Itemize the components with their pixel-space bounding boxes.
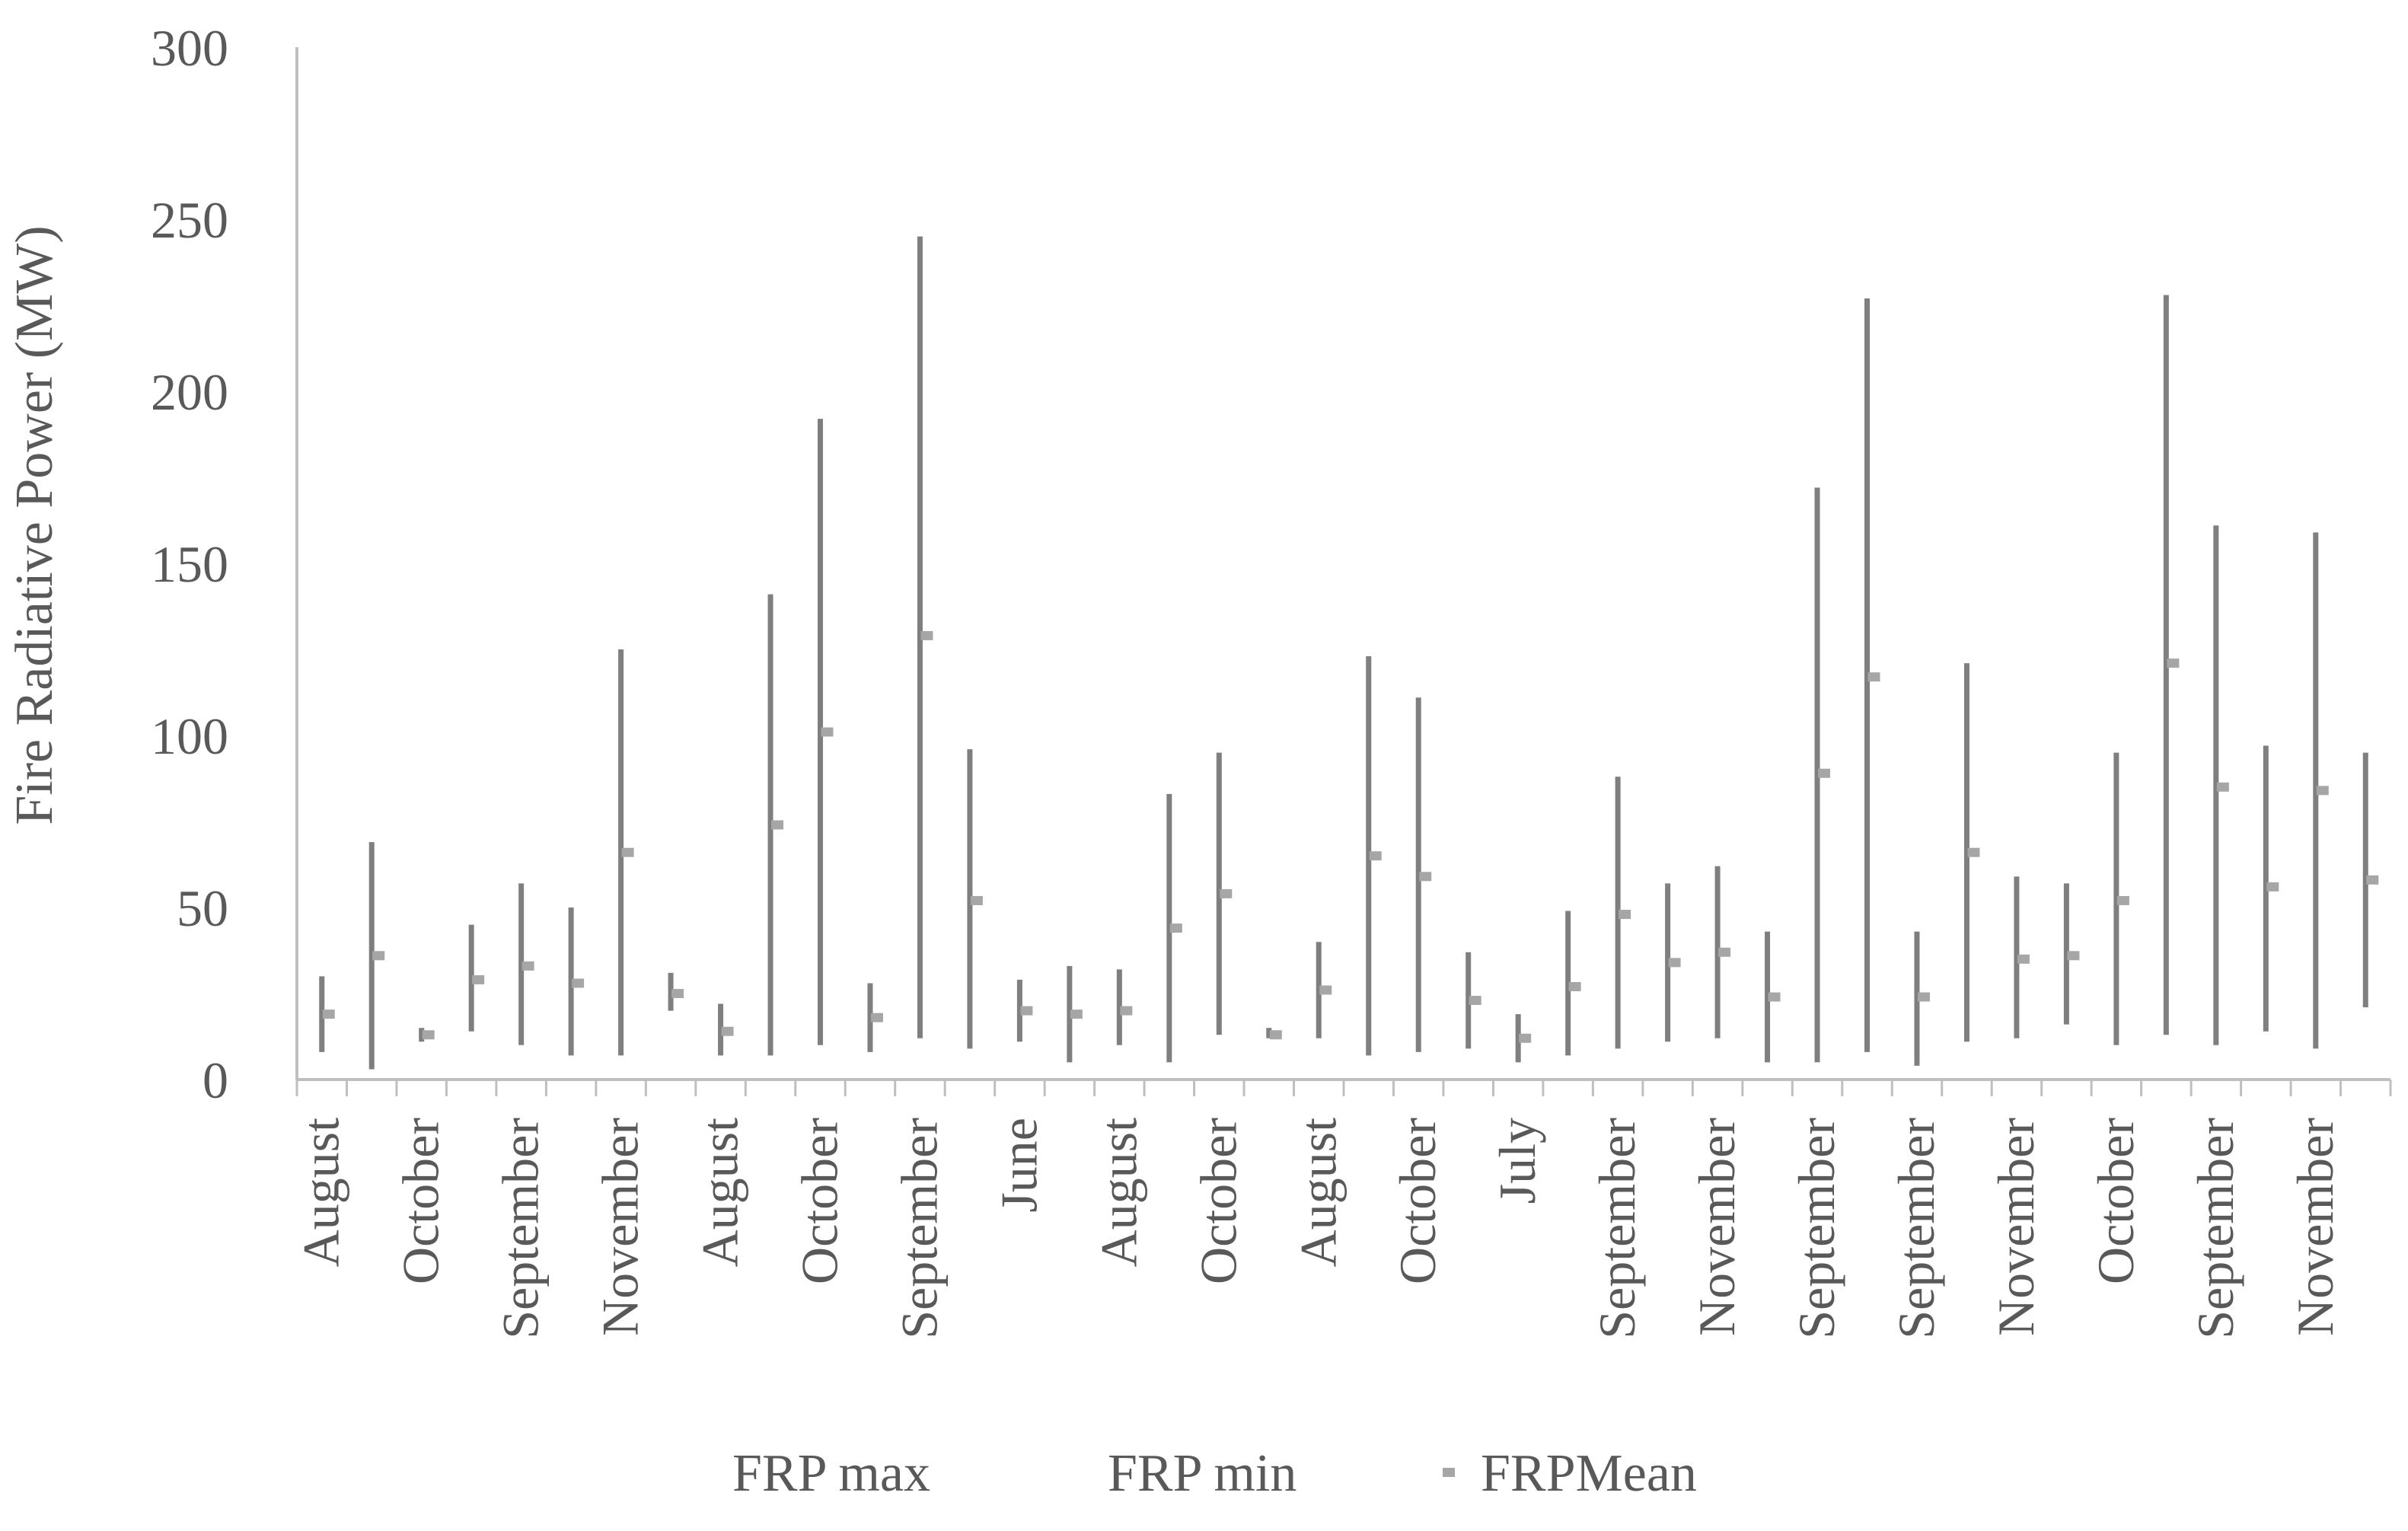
legend-mean-marker (1443, 1468, 1455, 1477)
y-axis: 0 50 100 150 200 250 300 (151, 19, 298, 1109)
mean-marker (1768, 992, 1781, 1002)
mean-marker (2017, 954, 2030, 964)
mean-marker (821, 727, 834, 737)
mean-marker (621, 847, 634, 857)
mean-marker (572, 978, 585, 988)
mean-marker (1369, 851, 1382, 861)
mean-marker (1269, 1030, 1282, 1040)
y-axis-title: Fire Radiative Power (MW) (5, 225, 64, 825)
mean-marker (1668, 958, 1681, 968)
mean-marker (1917, 992, 1930, 1002)
x-tick-label: November (592, 1118, 649, 1336)
x-tick-label: October (392, 1118, 450, 1284)
x-tick-label: September (2186, 1118, 2244, 1339)
y-tick-label: 200 (151, 363, 228, 421)
y-tick-label: 50 (177, 879, 228, 937)
mean-marker (1469, 996, 1481, 1006)
mean-marker (2116, 895, 2129, 905)
x-tick-label: September (1788, 1118, 1845, 1339)
mean-marker (1220, 888, 1233, 898)
x-tick-label: October (1189, 1118, 1247, 1284)
x-tick-label: August (691, 1118, 749, 1268)
x-tick-label: September (492, 1118, 550, 1339)
mean-marker (1867, 672, 1880, 682)
legend: FRP max FRP min FRPMean (732, 1444, 1697, 1503)
mean-marker (970, 895, 983, 905)
x-tick-label: November (1987, 1118, 2045, 1336)
mean-marker (2316, 786, 2329, 796)
mean-markers (322, 630, 2379, 1043)
mean-marker (1967, 847, 1980, 857)
mean-marker (920, 630, 933, 640)
mean-marker (1568, 981, 1581, 991)
x-tick-label: October (791, 1118, 849, 1284)
mean-marker (472, 974, 485, 984)
y-tick-label: 150 (151, 535, 228, 593)
legend-label: FRP max (732, 1444, 930, 1503)
mean-marker (2266, 882, 2279, 891)
x-tick-label: September (1887, 1118, 1945, 1339)
mean-marker (2067, 951, 2080, 961)
mean-marker (1070, 1010, 1083, 1019)
mean-marker (1169, 923, 1182, 933)
legend-label: FRP min (1108, 1444, 1296, 1503)
x-tick-label: August (1089, 1118, 1147, 1268)
x-tick-label: October (2087, 1118, 2145, 1284)
x-tick-label: August (1289, 1118, 1347, 1268)
mean-marker (1120, 1006, 1133, 1016)
x-tick-label: August (292, 1118, 350, 1268)
x-tick-label: September (1588, 1118, 1646, 1339)
mean-marker (521, 961, 534, 971)
y-tick-label: 300 (151, 19, 228, 77)
mean-marker (1519, 1033, 1532, 1043)
x-tick-label: July (1488, 1118, 1546, 1204)
hi-low-lines (319, 236, 2368, 1070)
mean-marker (870, 1013, 883, 1022)
mean-marker (1818, 768, 1831, 778)
mean-marker (1319, 985, 1332, 995)
mean-marker (671, 989, 684, 998)
mean-marker (1020, 1006, 1033, 1016)
y-tick-label: 250 (151, 191, 228, 249)
y-tick-label: 0 (203, 1051, 228, 1109)
mean-marker (322, 1010, 335, 1019)
x-tick-label: November (2286, 1118, 2344, 1336)
mean-marker (422, 1030, 435, 1040)
mean-marker (771, 820, 784, 830)
x-axis: August October September November August Octo… (292, 1078, 2392, 1339)
mean-marker (1619, 910, 1631, 920)
x-tick-label: September (890, 1118, 948, 1339)
x-tick-label: November (1688, 1118, 1746, 1336)
legend-label: FRPMean (1481, 1444, 1697, 1503)
x-tick-label: October (1389, 1118, 1446, 1284)
mean-marker (2366, 875, 2379, 885)
x-tick-label: June (990, 1118, 1048, 1213)
mean-marker (2216, 782, 2229, 792)
mean-marker (2167, 659, 2180, 668)
y-tick-label: 100 (151, 707, 228, 765)
mean-marker (1419, 872, 1432, 882)
mean-marker (1718, 947, 1731, 957)
mean-marker (372, 951, 385, 961)
mean-marker (721, 1026, 734, 1036)
